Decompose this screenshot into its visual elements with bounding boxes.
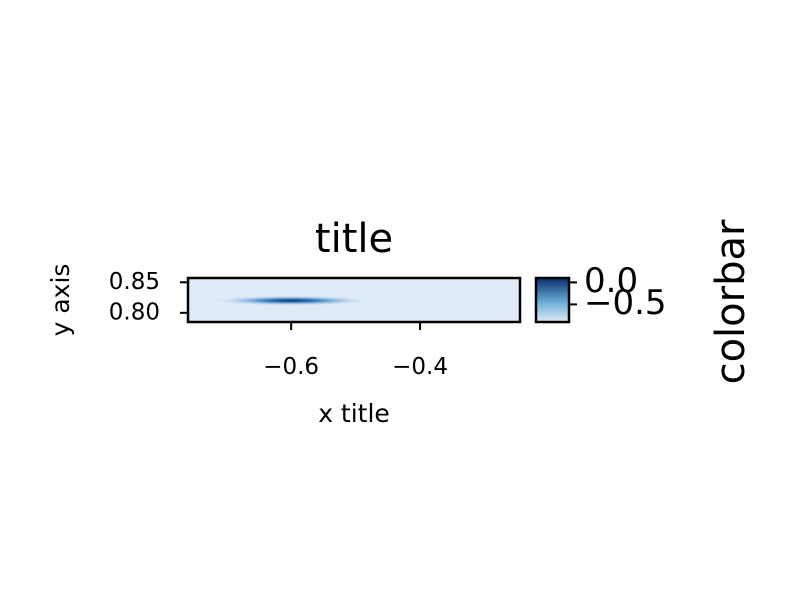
y-tick-label: 0.80: [109, 299, 160, 325]
colorbar-frame: [534, 276, 571, 324]
colorbar: 0.0 −0.5 colorbar: [534, 219, 754, 384]
y-tick-label: 0.85: [109, 269, 160, 295]
y-axis-label: y axis: [46, 264, 75, 337]
y-axis: 0.80 0.85: [109, 269, 188, 325]
colorbar-tick-label: −0.5: [584, 283, 667, 323]
plot-frame: [186, 276, 522, 324]
x-tick-label: −0.4: [392, 354, 448, 380]
x-tick-label: −0.6: [263, 354, 319, 380]
heatmap-plot: [188, 278, 520, 322]
colorbar-label: colorbar: [708, 219, 754, 384]
x-axis-label: x title: [318, 399, 390, 428]
heatmap-feature: [213, 295, 369, 306]
chart-title: title: [315, 216, 393, 262]
colorbar-gradient: [536, 278, 569, 322]
colorbar-tick-label: 0.0: [584, 261, 638, 301]
x-axis: −0.6 −0.4: [263, 322, 448, 380]
